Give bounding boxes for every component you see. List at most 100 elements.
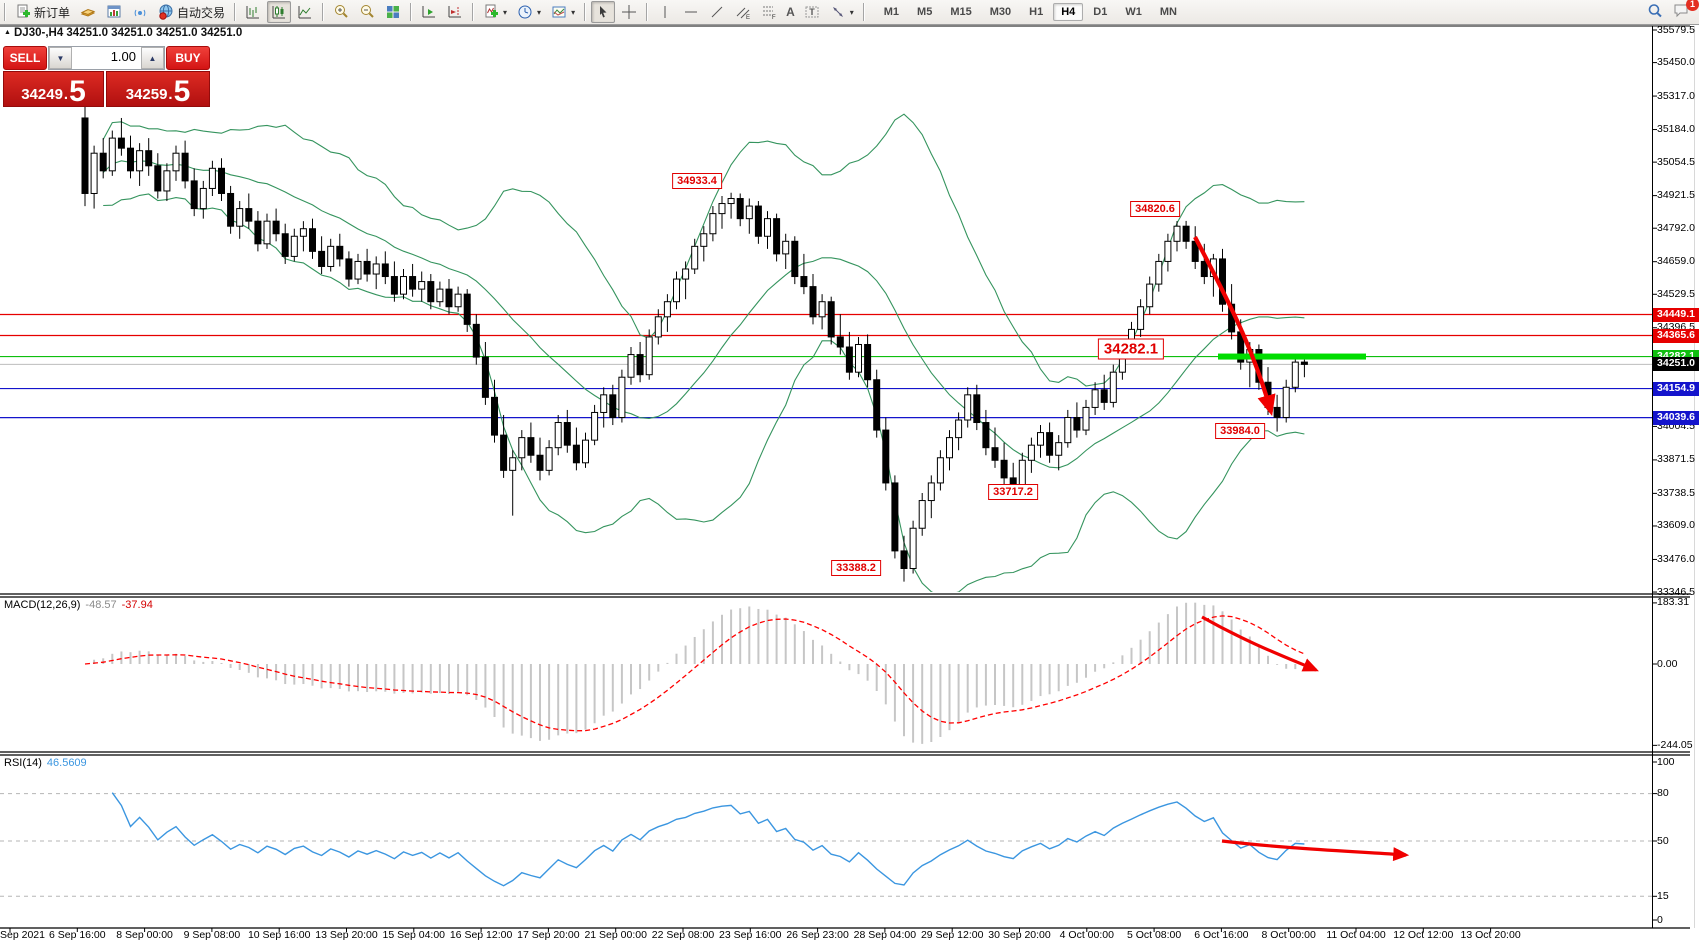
candle-bear [472, 323, 480, 358]
candle-bear [127, 147, 134, 172]
history-center-button[interactable] [76, 1, 100, 23]
candle-bull [290, 235, 298, 257]
candle-bull [299, 228, 307, 237]
candle-bear [609, 394, 617, 418]
bar-chart-button[interactable] [241, 1, 265, 23]
shapes-button[interactable]: ▾ [826, 1, 858, 23]
price-callout: 34820.6 [1130, 201, 1180, 217]
bar-chart-icon [246, 6, 260, 19]
candle-bear [1182, 225, 1190, 242]
price-tick-label: 34921.5 [1657, 189, 1695, 202]
auto-scroll-button[interactable] [417, 1, 441, 23]
timeframe-toolbar: M1 M5 M15 M30 H1 H4 D1 W1 MN [875, 3, 1186, 21]
horizontal-line-button[interactable] [679, 1, 703, 23]
candle-bear [409, 276, 417, 290]
templates-button[interactable]: ▾ [547, 1, 579, 23]
indicators-icon [485, 4, 499, 18]
template-icon [552, 6, 566, 18]
time-label: 11 Oct 04:00 [1326, 929, 1386, 941]
candle-bear [791, 240, 799, 278]
candle-bear [527, 437, 535, 456]
timeframe-m1[interactable]: M1 [883, 6, 900, 18]
candle-bull [855, 343, 862, 373]
chart-window-icon [107, 5, 121, 18]
candle-bull [199, 187, 207, 210]
candle-bull [709, 213, 717, 235]
cursor-button[interactable] [591, 1, 616, 23]
volume-input[interactable]: 1.00 [110, 49, 136, 64]
candle-bear [873, 379, 881, 431]
volume-increase-button[interactable]: ▲ [141, 47, 164, 69]
candle-bull [1146, 283, 1154, 308]
candle-bear [481, 356, 489, 398]
window-edge [1694, 26, 1695, 928]
trendline-button[interactable] [705, 1, 729, 23]
notifications-button[interactable]: 1 [1673, 0, 1699, 20]
candle-bear [463, 293, 471, 325]
line-chart-button[interactable] [293, 1, 317, 23]
buy-button[interactable]: BUY [166, 46, 210, 70]
candlestick-chart-button[interactable] [267, 1, 292, 23]
price-tick-label: 35450.0 [1657, 56, 1695, 69]
candle-bear [145, 150, 153, 167]
vertical-line-button[interactable] [653, 1, 677, 23]
candle-bull [1164, 240, 1172, 262]
rsi-tick-label: 15 [1657, 889, 1669, 902]
candle-bear [272, 220, 280, 235]
candle-bear [1073, 416, 1081, 431]
text-tool-button[interactable]: A [786, 5, 795, 19]
text-label-tool-button[interactable]: T [800, 1, 824, 23]
timeframe-mn[interactable]: MN [1159, 6, 1177, 18]
buy-price-main: 34259 [125, 86, 168, 103]
time-axis[interactable]: Sep 2021 6 Sep 16:00 8 Sep 00:00 9 Sep 08:0… [0, 929, 1652, 944]
horizontal-line-icon [685, 11, 698, 13]
candle-bull [936, 457, 944, 484]
sell-button[interactable]: SELL [3, 46, 47, 70]
zoom-out-button[interactable] [355, 1, 379, 23]
tile-windows-button[interactable] [381, 1, 405, 23]
timeframe-d1[interactable]: D1 [1093, 6, 1108, 18]
fibonacci-button[interactable]: F [757, 1, 781, 23]
candle-bull [964, 394, 972, 421]
buy-price-display[interactable]: 34259 . 5 [106, 71, 210, 107]
candle-bull [90, 152, 98, 194]
candle-bull [208, 167, 216, 189]
candle-bull [327, 245, 335, 267]
timeframe-h4[interactable]: H4 [1053, 3, 1084, 21]
candle-bull [1082, 406, 1090, 431]
sell-price-main: 34249 [21, 86, 63, 103]
chart-window-button[interactable] [102, 1, 126, 23]
crosshair-button[interactable] [617, 1, 641, 23]
chart-shift-icon [448, 6, 462, 18]
candle-bear [390, 276, 398, 295]
macd-signal-value: -37.94 [121, 599, 153, 611]
time-label: 16 Sep 12:00 [449, 929, 513, 941]
auto-trading-button[interactable]: 自动交易 [154, 1, 229, 23]
candle-bull [600, 394, 608, 413]
periods-button[interactable]: ▾ [513, 1, 545, 23]
new-order-button[interactable]: 新订单 [11, 1, 74, 23]
yellow-book-icon [80, 8, 96, 17]
timeframe-h1[interactable]: H1 [1029, 6, 1044, 18]
zoom-in-button[interactable] [329, 1, 353, 23]
sell-price-display[interactable]: 34249 . 5 [3, 71, 104, 107]
timeframe-w1[interactable]: W1 [1125, 6, 1142, 18]
search-icon[interactable] [1647, 3, 1663, 19]
auto-trading-icon [159, 4, 173, 20]
candle-bull [436, 288, 444, 303]
indicators-button[interactable]: ▾ [479, 1, 511, 23]
price-axis[interactable]: 35579.5 35450.0 35317.0 35184.0 35054.5 34921… [1653, 0, 1699, 944]
timeframe-m30[interactable]: M30 [989, 6, 1012, 18]
time-label: 8 Oct 00:00 [1261, 929, 1316, 941]
price-tick-label: 35054.5 [1657, 155, 1695, 168]
trend-arrow-rsi [1221, 839, 1410, 862]
timeframe-m5[interactable]: M5 [917, 6, 933, 18]
candle-bull [918, 500, 926, 529]
price-callout: 34282.1 [1097, 338, 1165, 360]
timeframe-m15[interactable]: M15 [950, 6, 972, 18]
channel-button[interactable]: E [731, 1, 755, 23]
signals-button[interactable] [128, 1, 152, 23]
chart-shift-button[interactable] [443, 1, 467, 23]
volume-decrease-button[interactable]: ▼ [49, 47, 72, 69]
